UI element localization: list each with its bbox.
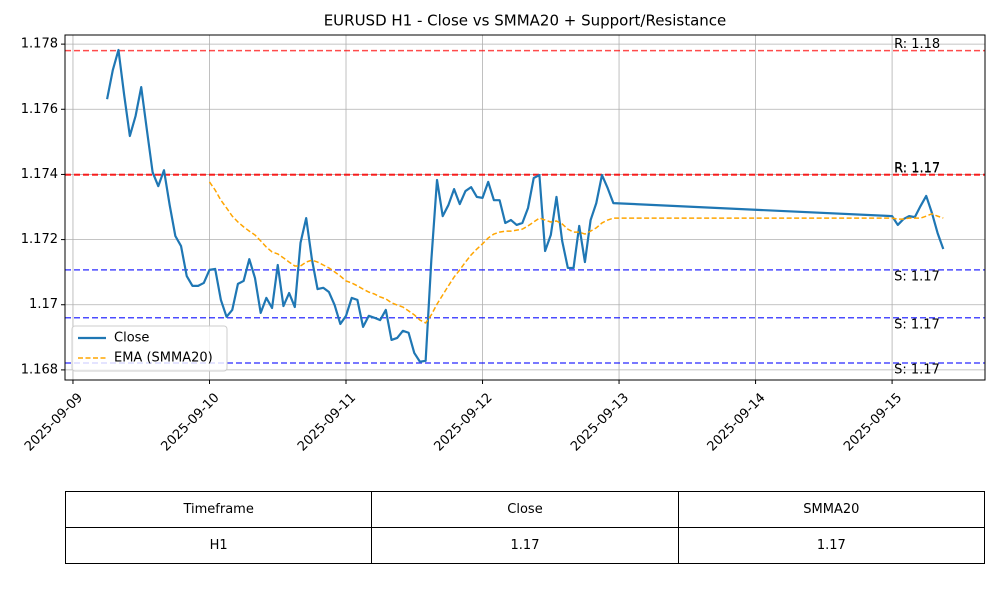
y-tick-label: 1.17: [29, 297, 58, 312]
cell: 1.17: [677, 527, 986, 564]
y-tick-label: 1.178: [21, 37, 58, 52]
legend: Close EMA (SMMA20): [71, 325, 228, 372]
x-tick-label: 2025-09-10: [158, 390, 222, 454]
support-label: S: 1.17: [894, 269, 940, 284]
legend-label: Close: [114, 331, 149, 346]
y-tick-label: 1.172: [21, 232, 58, 247]
x-tick-label: 2025-09-13: [568, 390, 632, 454]
support-label: S: 1.17: [894, 363, 940, 378]
y-tick-label: 1.174: [21, 167, 58, 182]
x-tick-label: 2025-09-11: [295, 390, 359, 454]
summary-table: Timeframe Close SMMA20 H1 1.17 1.17: [64, 491, 986, 564]
table-header: Timeframe Close SMMA20: [64, 491, 986, 528]
cell: H1: [64, 527, 373, 564]
legend-box: [71, 325, 228, 372]
x-tick-label: 2025-09-12: [432, 390, 496, 454]
cell: 1.17: [371, 527, 679, 564]
plot-frame: [64, 34, 986, 381]
chart-title: EURUSD H1 - Close vs SMMA20 + Support/Re…: [324, 12, 727, 30]
support-label: S: 1.17: [894, 317, 940, 332]
header-cell: Close: [371, 491, 679, 528]
header-cell: SMMA20: [677, 491, 986, 528]
chart: EURUSD H1 - Close vs SMMA20 + Support/Re…: [21, 12, 986, 454]
resistance-label: R: 1.17: [894, 161, 940, 176]
y-tick-label: 1.176: [21, 102, 58, 117]
table-row: H1 1.17 1.17: [64, 527, 986, 564]
series-line: [106, 48, 945, 363]
x-tick-label: 2025-09-15: [841, 390, 905, 454]
x-tick-label: 2025-09-09: [22, 390, 86, 454]
resistance-label: R: 1.18: [894, 37, 940, 52]
header-cell: Timeframe: [64, 491, 373, 528]
resistance-label: R: 1.17: [894, 162, 940, 177]
x-tick-label: 2025-09-14: [705, 390, 769, 454]
y-tick-label: 1.168: [21, 362, 58, 377]
legend-label: EMA (SMMA20): [114, 351, 213, 366]
